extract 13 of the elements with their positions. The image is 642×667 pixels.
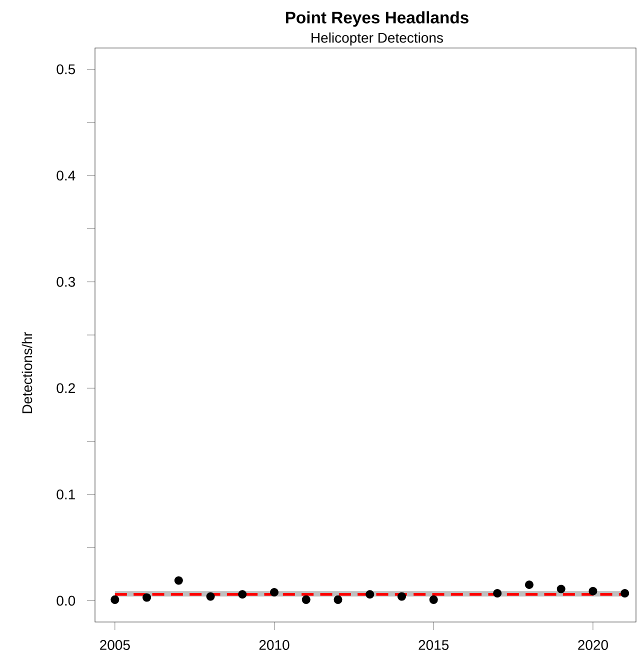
x-tick-label: 2015: [418, 640, 449, 650]
y-tick-label: 0.3: [56, 276, 76, 287]
y-tick-label: 0.4: [56, 170, 76, 181]
y-axis-title: Detections/hr: [22, 332, 32, 414]
y-tick-label: 0.0: [56, 596, 76, 606]
x-tick-label: 2010: [259, 640, 290, 650]
x-tick-label: 2005: [100, 640, 130, 650]
y-tick-label: 0.1: [56, 489, 75, 500]
chart-title: Point Reyes Headlands: [286, 11, 468, 27]
x-tick-label: 2020: [578, 640, 608, 650]
y-tick-label: 0.2: [56, 383, 75, 394]
chart-subtitle: Helicopter Detections: [312, 32, 443, 46]
y-tick-label: 0.5: [56, 64, 76, 74]
